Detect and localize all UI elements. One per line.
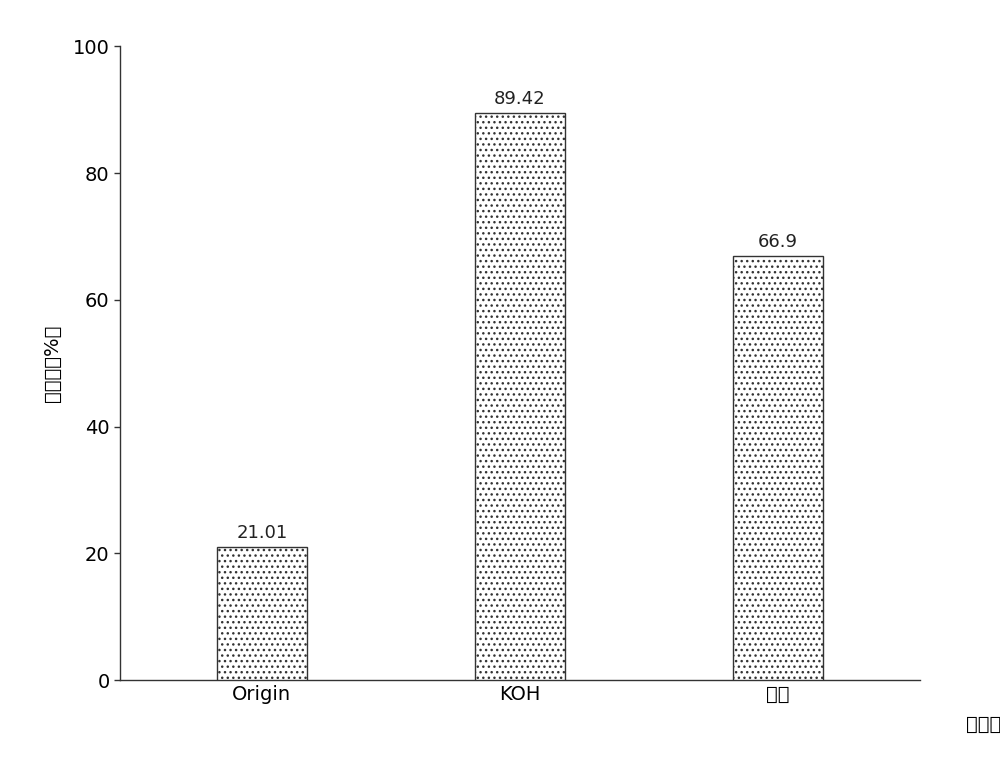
- Bar: [733, 256, 823, 680]
- Y-axis label: 吸附率（%）: 吸附率（%）: [43, 325, 62, 402]
- Text: 89.42: 89.42: [494, 90, 546, 108]
- X-axis label: 活化剂: 活化剂: [966, 715, 1000, 734]
- Text: 66.9: 66.9: [758, 233, 798, 251]
- Bar: [475, 114, 565, 680]
- Bar: [217, 547, 307, 680]
- Text: 21.01: 21.01: [236, 524, 288, 542]
